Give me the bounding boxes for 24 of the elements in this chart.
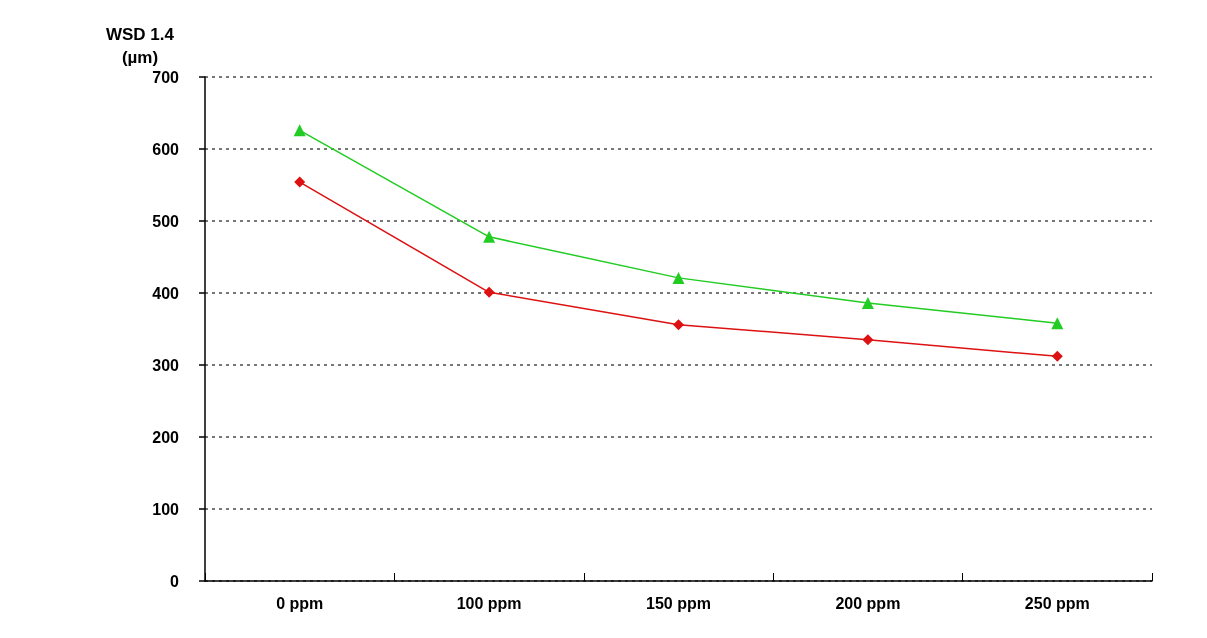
point xyxy=(673,319,684,331)
point xyxy=(1051,317,1064,330)
x-tick-label: 150 ppm xyxy=(646,594,711,612)
point xyxy=(1051,350,1063,362)
y-tick-label: 500 xyxy=(152,212,180,230)
x-tick-label: 250 ppm xyxy=(1024,594,1090,612)
y-tick-label: 600 xyxy=(152,140,180,158)
y-tick-label: 300 xyxy=(152,356,180,374)
y-tick-label: 700 xyxy=(152,68,180,86)
point xyxy=(672,271,685,284)
point xyxy=(483,286,495,298)
y-tick-label: 400 xyxy=(152,284,180,302)
x-tick-label: 200 ppm xyxy=(835,594,901,612)
y-tick-label: 100 xyxy=(152,500,180,518)
point xyxy=(861,297,874,310)
y-axis-title: WSD 1.4 (µm) xyxy=(105,25,175,68)
x-tick-label: 100 ppm xyxy=(456,594,522,612)
y-tick-label: 0 xyxy=(170,572,180,590)
x-tick-label: 0 ppm xyxy=(276,594,324,612)
point xyxy=(862,334,874,346)
point xyxy=(294,176,306,188)
point xyxy=(293,124,306,137)
y-tick-label: 200 xyxy=(152,428,180,446)
point xyxy=(483,230,496,243)
